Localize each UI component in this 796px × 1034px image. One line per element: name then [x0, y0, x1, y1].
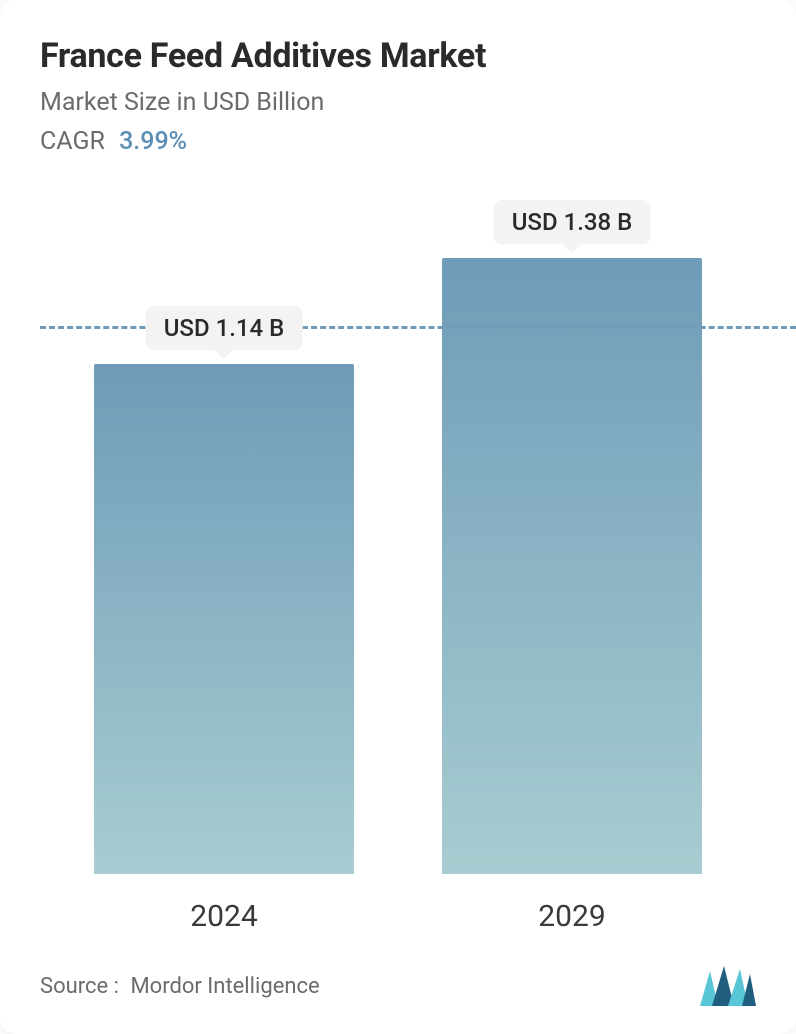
bar-value-label: USD 1.38 B — [494, 200, 651, 244]
cagr-label: CAGR — [40, 127, 105, 156]
chart-area: USD 1.14 B USD 1.38 B 2024 2029 — [40, 216, 756, 934]
cagr-row: CAGR 3.99% — [40, 127, 756, 156]
bar — [442, 258, 702, 874]
bars-container: USD 1.14 B USD 1.38 B — [40, 216, 756, 874]
mordor-logo-icon — [700, 966, 756, 1006]
footer: Source : Mordor Intelligence — [40, 954, 756, 1006]
bar — [94, 364, 354, 874]
chart-card: France Feed Additives Market Market Size… — [0, 0, 796, 1034]
source-label: Source : — [40, 974, 119, 999]
bar-wrap: USD 1.38 B — [442, 258, 702, 874]
chart-subtitle: Market Size in USD Billion — [40, 88, 756, 117]
x-axis-labels: 2024 2029 — [40, 899, 756, 934]
chart-title: France Feed Additives Market — [40, 36, 756, 76]
cagr-value: 3.99% — [119, 127, 187, 156]
bar-value-label: USD 1.14 B — [146, 306, 303, 350]
source-value: Mordor Intelligence — [130, 974, 319, 999]
x-axis-label: 2024 — [94, 899, 354, 934]
source-attribution: Source : Mordor Intelligence — [40, 974, 320, 999]
x-axis-label: 2029 — [442, 899, 702, 934]
bar-wrap: USD 1.14 B — [94, 364, 354, 874]
